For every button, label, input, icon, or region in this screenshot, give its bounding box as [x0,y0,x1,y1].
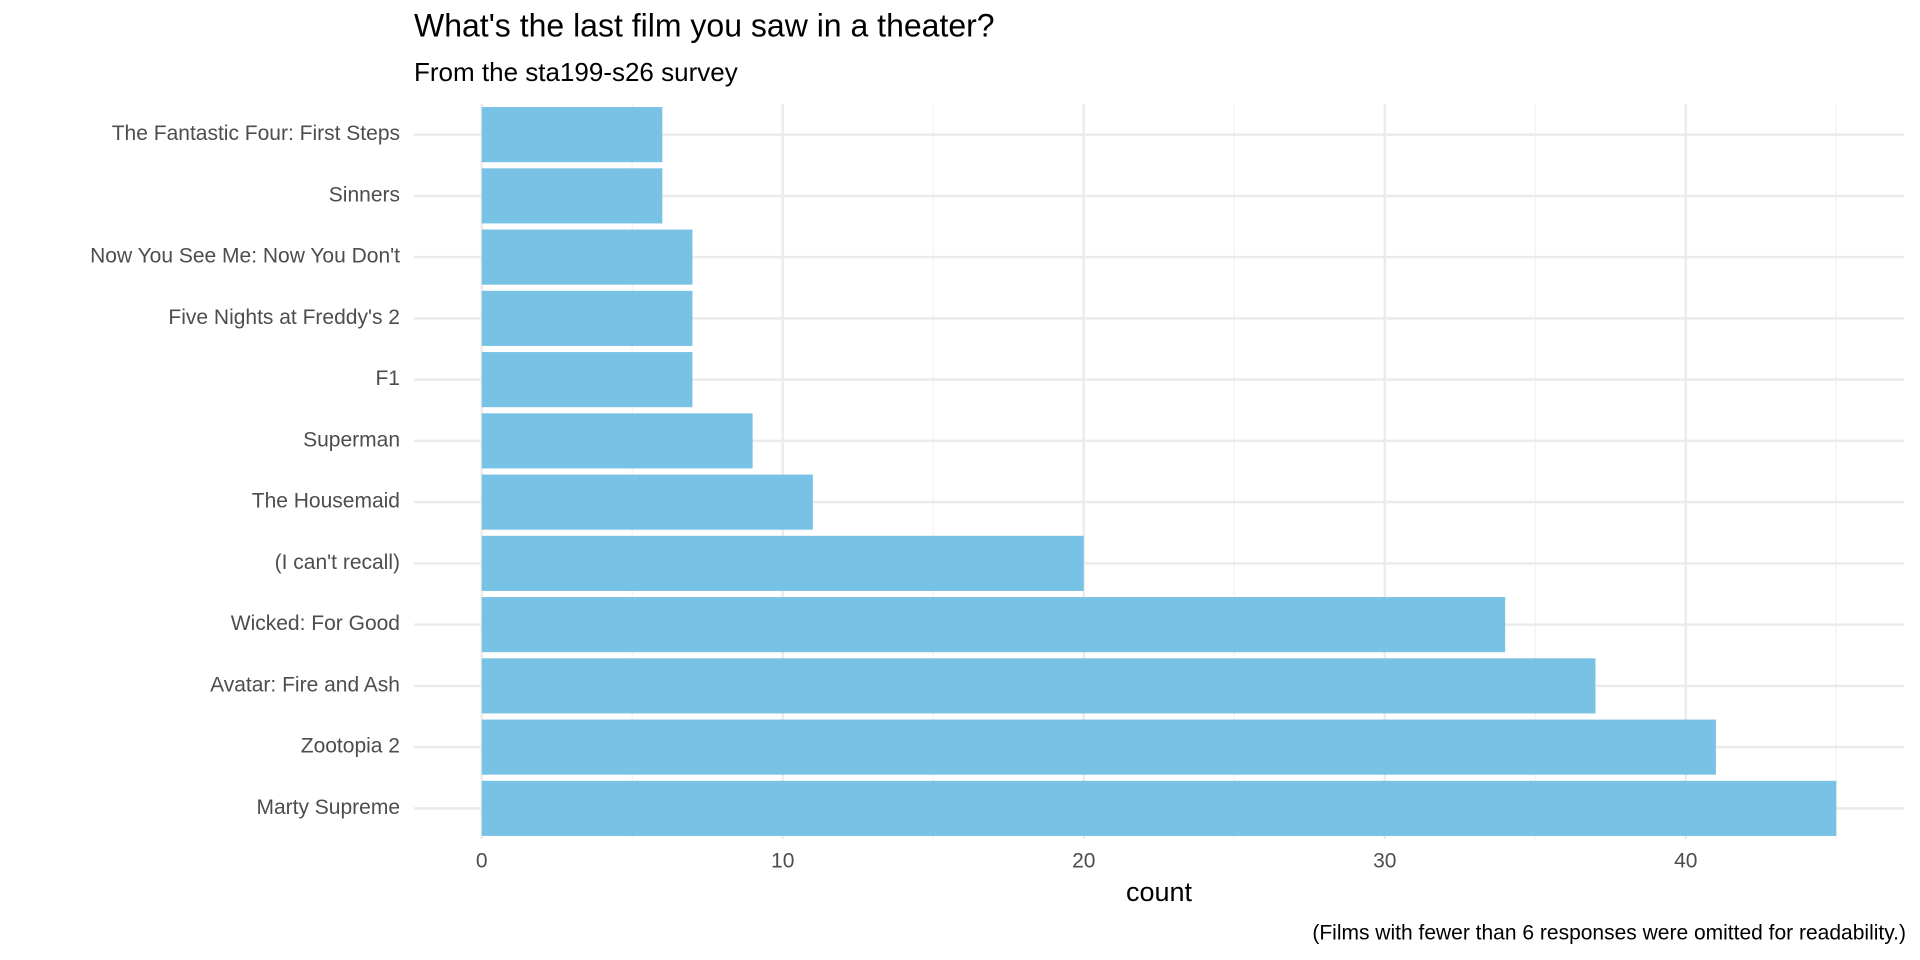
y-tick-label: Five Nights at Freddy's 2 [168,306,400,329]
bar [481,658,1596,714]
y-tick-label: Zootopia 2 [301,735,400,758]
x-tick-label: 40 [1674,850,1697,873]
bar [481,474,813,530]
bar [481,413,753,469]
y-tick-label: Now You See Me: Now You Don't [90,245,400,268]
bar [481,290,693,346]
y-tick-label: (I can't recall) [275,551,400,574]
y-tick-label: F1 [375,367,400,390]
y-tick-label: Marty Supreme [256,796,400,819]
bar [481,597,1506,653]
y-tick-label: Wicked: For Good [231,612,400,635]
x-tick-label: 0 [476,850,488,873]
x-tick-label: 30 [1373,850,1396,873]
y-tick-label: The Fantastic Four: First Steps [112,122,400,145]
y-tick-label: The Housemaid [252,490,400,513]
x-tick-label: 20 [1072,850,1095,873]
bar [481,107,663,163]
bar [481,780,1837,836]
y-tick-label: Avatar: Fire and Ash [210,673,400,696]
chart-title: What's the last film you saw in a theate… [414,7,995,43]
bar [481,535,1084,591]
y-tick-label: Superman [303,428,400,451]
bar [481,168,663,224]
bar [481,719,1716,775]
x-tick-label: 10 [771,850,794,873]
bar [481,229,693,285]
caption: (Films with fewer than 6 responses were … [1312,922,1906,945]
bar [481,352,693,408]
y-tick-label: Sinners [329,183,400,206]
x-axis-title: count [1126,877,1193,907]
chart-subtitle: From the sta199-s26 survey [414,57,738,87]
